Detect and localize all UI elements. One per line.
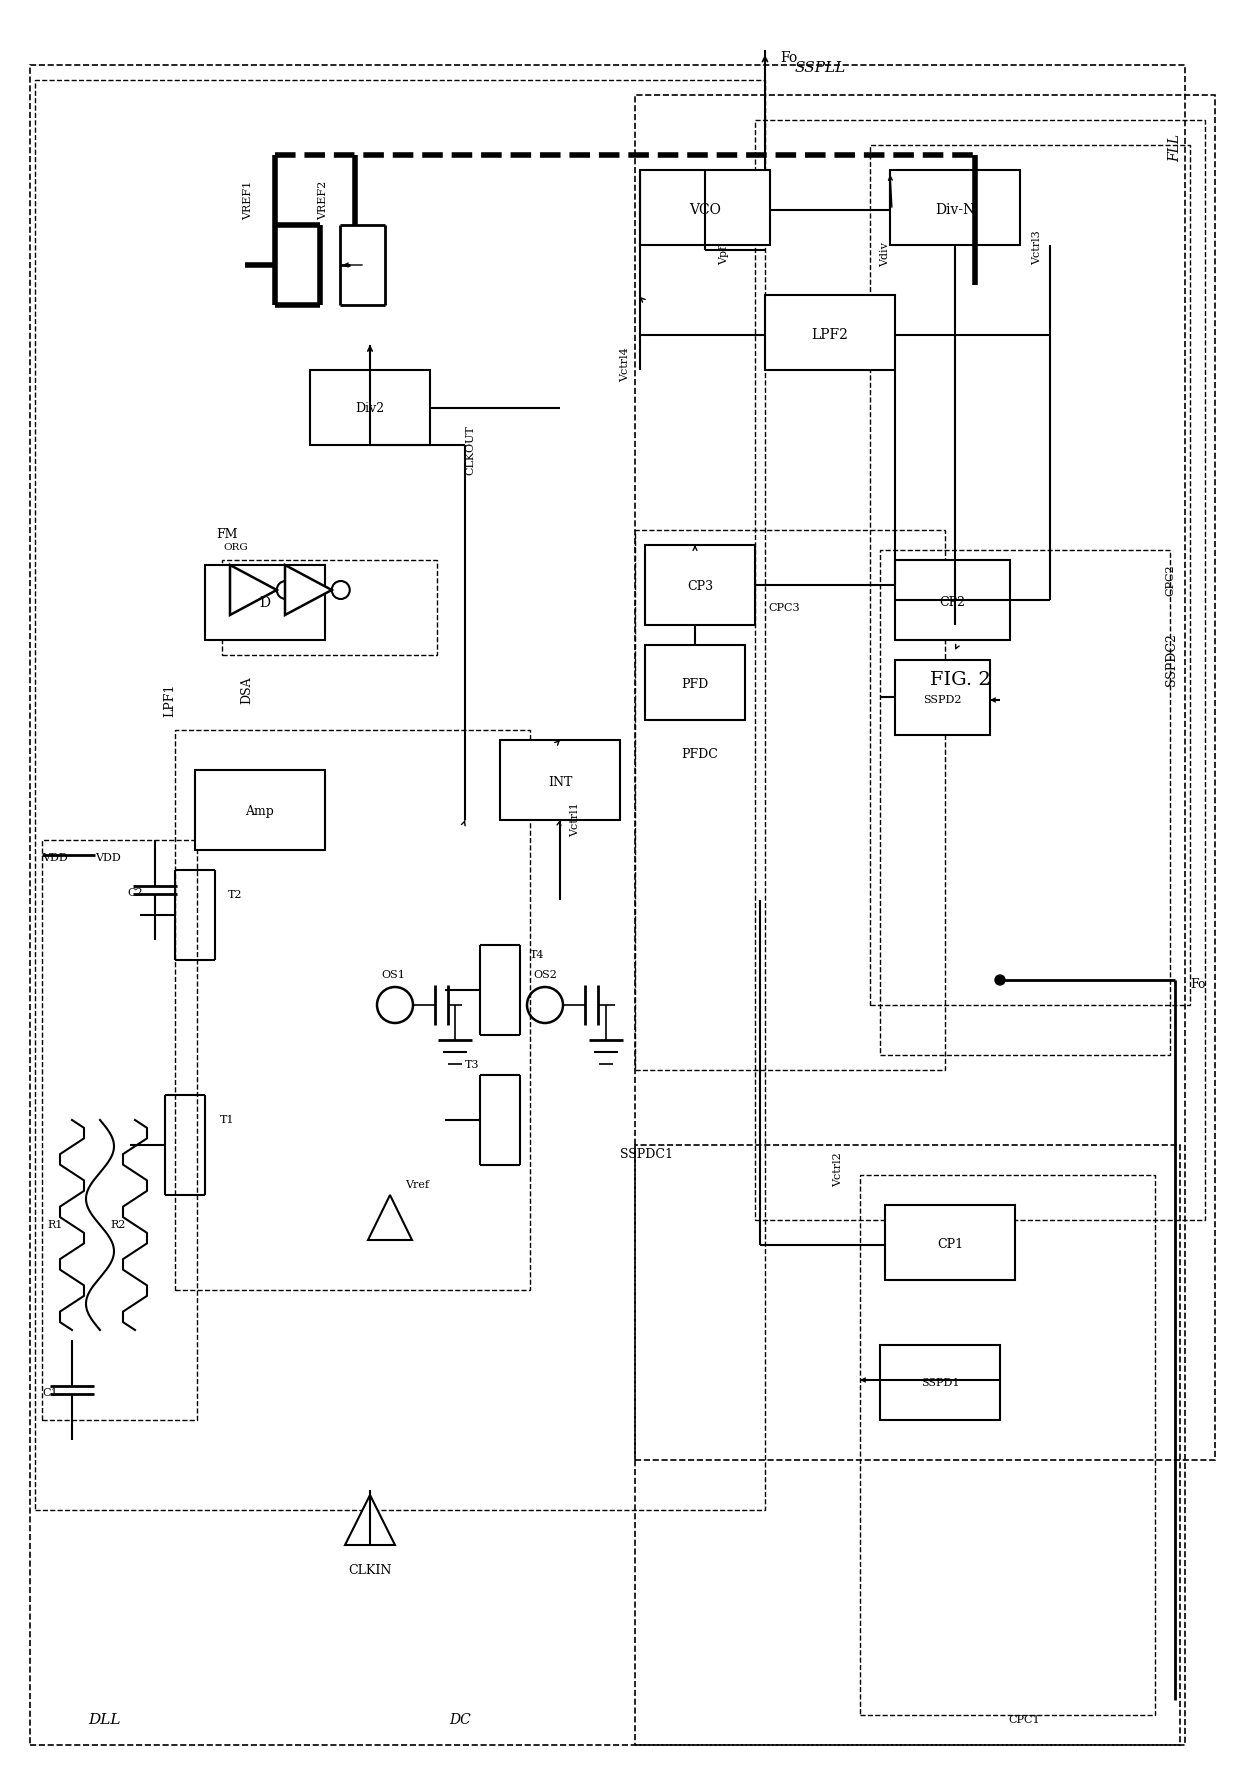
Text: Vctrl1: Vctrl1	[570, 802, 580, 838]
Text: CPC2: CPC2	[1166, 565, 1176, 595]
Bar	[870, 144, 1190, 1005]
Text: Vref: Vref	[405, 1180, 429, 1190]
Bar	[880, 551, 1171, 1055]
Bar	[35, 80, 765, 1509]
Text: Vdiv: Vdiv	[880, 242, 890, 267]
Text: Fo: Fo	[780, 52, 797, 64]
Text: VDD: VDD	[95, 854, 120, 862]
Polygon shape	[345, 1495, 396, 1545]
Text: OS2: OS2	[533, 969, 557, 980]
Bar	[222, 560, 436, 656]
Bar	[640, 169, 770, 244]
Text: Vctrl2: Vctrl2	[833, 1153, 843, 1187]
Text: OS1: OS1	[381, 969, 405, 980]
Bar	[755, 119, 1205, 1221]
Bar	[895, 659, 990, 734]
Text: Div-N: Div-N	[935, 203, 975, 217]
Text: VREF2: VREF2	[317, 180, 329, 219]
Text: Vpf: Vpf	[719, 246, 729, 264]
Text: FLL: FLL	[1168, 134, 1182, 162]
Bar	[635, 94, 1215, 1459]
Text: R1: R1	[47, 1221, 63, 1230]
Bar	[890, 169, 1021, 244]
Text: R2: R2	[110, 1221, 125, 1230]
Bar	[895, 560, 1011, 640]
Text: FM: FM	[217, 529, 238, 542]
Bar	[645, 645, 745, 720]
Text: SSPD1: SSPD1	[921, 1377, 960, 1388]
Bar	[880, 1345, 999, 1420]
Bar	[635, 1146, 1180, 1745]
Text: Vctrl3: Vctrl3	[1032, 230, 1042, 266]
Text: LPF2: LPF2	[811, 328, 848, 342]
Text: SSPLL: SSPLL	[795, 61, 846, 75]
Text: DC: DC	[449, 1713, 471, 1727]
Bar	[635, 529, 945, 1069]
Text: VCO: VCO	[689, 203, 720, 217]
Text: VDD: VDD	[42, 854, 68, 862]
Text: T2: T2	[228, 889, 243, 900]
Text: SSPDC1: SSPDC1	[620, 1149, 673, 1162]
Bar	[645, 545, 755, 625]
Text: DSA: DSA	[241, 675, 253, 704]
Polygon shape	[229, 565, 277, 615]
Bar	[500, 740, 620, 820]
Text: T4: T4	[529, 950, 544, 960]
Bar	[205, 565, 325, 640]
Text: PFD: PFD	[681, 679, 708, 691]
Polygon shape	[368, 1196, 412, 1240]
Bar	[885, 1205, 1016, 1279]
Bar	[195, 770, 325, 850]
Text: SSPD2: SSPD2	[923, 695, 961, 706]
Bar	[310, 371, 430, 446]
Text: ORG: ORG	[223, 544, 248, 552]
Text: CLKIN: CLKIN	[348, 1563, 392, 1577]
Text: D: D	[259, 595, 270, 609]
Bar	[42, 839, 197, 1420]
Circle shape	[994, 975, 1004, 985]
Text: CP1: CP1	[937, 1238, 963, 1251]
Text: CLKOUT: CLKOUT	[465, 426, 475, 474]
Text: Vctrl4: Vctrl4	[620, 347, 630, 383]
Text: LPF1: LPF1	[164, 683, 176, 716]
Bar	[861, 1174, 1154, 1714]
Text: CPC1: CPC1	[1008, 1714, 1039, 1725]
Text: Div2: Div2	[356, 401, 384, 415]
Bar	[765, 296, 895, 371]
Text: VREF1: VREF1	[243, 180, 253, 219]
Text: C2: C2	[128, 887, 143, 898]
Polygon shape	[285, 565, 332, 615]
Text: Amp: Amp	[246, 805, 274, 818]
Text: T1: T1	[219, 1116, 234, 1124]
Text: DLL: DLL	[88, 1713, 120, 1727]
Text: T3: T3	[465, 1060, 480, 1069]
Bar	[175, 731, 529, 1290]
Text: PFDC: PFDC	[682, 748, 718, 761]
Text: CPC3: CPC3	[768, 602, 800, 613]
Text: SSPDC2: SSPDC2	[1166, 634, 1178, 686]
Text: C1: C1	[42, 1388, 58, 1399]
Text: FIG. 2: FIG. 2	[930, 672, 991, 690]
Text: INT: INT	[548, 775, 572, 788]
Text: CP3: CP3	[687, 581, 713, 593]
Text: CP2: CP2	[939, 595, 965, 608]
Text: Fo: Fo	[1190, 978, 1205, 991]
